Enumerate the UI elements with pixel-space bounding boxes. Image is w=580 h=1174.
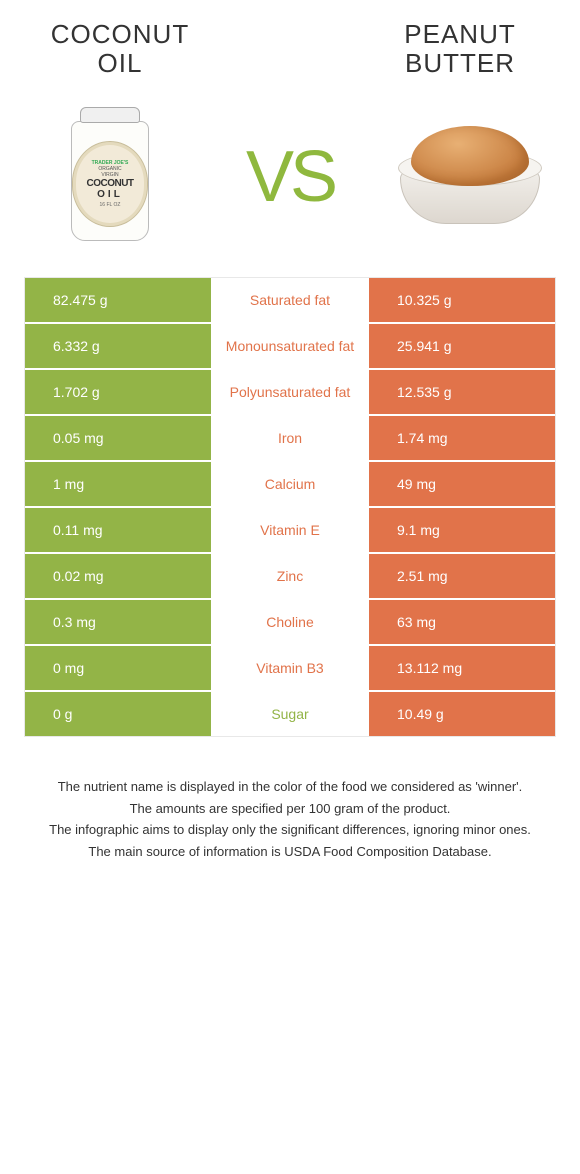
food-left-title: COCONUT OIL xyxy=(0,20,240,77)
right-value: 12.535 g xyxy=(369,370,555,416)
left-value: 0 g xyxy=(25,692,211,736)
header-spacer xyxy=(240,20,340,77)
right-value: 9.1 mg xyxy=(369,508,555,554)
food-left-line2: OIL xyxy=(98,48,143,78)
food-left-image: TRADER JOE'S ORGANIC VIRGIN COCONUT OIL … xyxy=(0,107,220,247)
left-value: 1.702 g xyxy=(25,370,211,416)
right-value: 63 mg xyxy=(369,600,555,646)
nutrient-label: Polyunsaturated fat xyxy=(211,370,369,416)
footnote-line: The main source of information is USDA F… xyxy=(28,842,552,862)
right-value: 1.74 mg xyxy=(369,416,555,462)
food-left-line1: COCONUT xyxy=(51,19,189,49)
food-right-image xyxy=(360,122,580,232)
table-row: 1.702 gPolyunsaturated fat12.535 g xyxy=(25,370,555,416)
nutrient-label: Vitamin E xyxy=(211,508,369,554)
table-row: 0.3 mgCholine63 mg xyxy=(25,600,555,646)
left-value: 0.05 mg xyxy=(25,416,211,462)
table-row: 0 mgVitamin B313.112 mg xyxy=(25,646,555,692)
table-row: 1 mgCalcium49 mg xyxy=(25,462,555,508)
right-value: 10.49 g xyxy=(369,692,555,736)
coconut-oil-jar-icon: TRADER JOE'S ORGANIC VIRGIN COCONUT OIL … xyxy=(65,107,155,247)
right-value: 13.112 mg xyxy=(369,646,555,692)
table-row: 6.332 gMonounsaturated fat25.941 g xyxy=(25,324,555,370)
left-value: 0.11 mg xyxy=(25,508,211,554)
nutrient-label: Vitamin B3 xyxy=(211,646,369,692)
table-row: 0.11 mgVitamin E9.1 mg xyxy=(25,508,555,554)
food-right-title: PEANUT BUTTER xyxy=(340,20,580,77)
images-row: TRADER JOE'S ORGANIC VIRGIN COCONUT OIL … xyxy=(0,87,580,277)
left-value: 0.02 mg xyxy=(25,554,211,600)
footnote-line: The infographic aims to display only the… xyxy=(28,820,552,840)
table-row: 0 gSugar10.49 g xyxy=(25,692,555,736)
footnotes: The nutrient name is displayed in the co… xyxy=(28,777,552,861)
footnote-line: The amounts are specified per 100 gram o… xyxy=(28,799,552,819)
nutrient-label: Sugar xyxy=(211,692,369,736)
right-value: 25.941 g xyxy=(369,324,555,370)
nutrient-label: Choline xyxy=(211,600,369,646)
vs-label: VS xyxy=(220,136,360,218)
table-row: 82.475 gSaturated fat10.325 g xyxy=(25,278,555,324)
nutrient-label: Monounsaturated fat xyxy=(211,324,369,370)
nutrient-label: Iron xyxy=(211,416,369,462)
table-row: 0.05 mgIron1.74 mg xyxy=(25,416,555,462)
nutrient-label: Calcium xyxy=(211,462,369,508)
peanut-butter-bowl-icon xyxy=(395,122,545,232)
food-right-line2: BUTTER xyxy=(405,48,515,78)
left-value: 0.3 mg xyxy=(25,600,211,646)
table-row: 0.02 mgZinc2.51 mg xyxy=(25,554,555,600)
right-value: 10.325 g xyxy=(369,278,555,324)
left-value: 82.475 g xyxy=(25,278,211,324)
left-value: 1 mg xyxy=(25,462,211,508)
comparison-table: 82.475 gSaturated fat10.325 g6.332 gMono… xyxy=(24,277,556,737)
right-value: 2.51 mg xyxy=(369,554,555,600)
left-value: 0 mg xyxy=(25,646,211,692)
header-row: COCONUT OIL PEANUT BUTTER xyxy=(0,0,580,87)
nutrient-label: Saturated fat xyxy=(211,278,369,324)
nutrient-label: Zinc xyxy=(211,554,369,600)
left-value: 6.332 g xyxy=(25,324,211,370)
footnote-line: The nutrient name is displayed in the co… xyxy=(28,777,552,797)
right-value: 49 mg xyxy=(369,462,555,508)
food-right-line1: PEANUT xyxy=(404,19,515,49)
